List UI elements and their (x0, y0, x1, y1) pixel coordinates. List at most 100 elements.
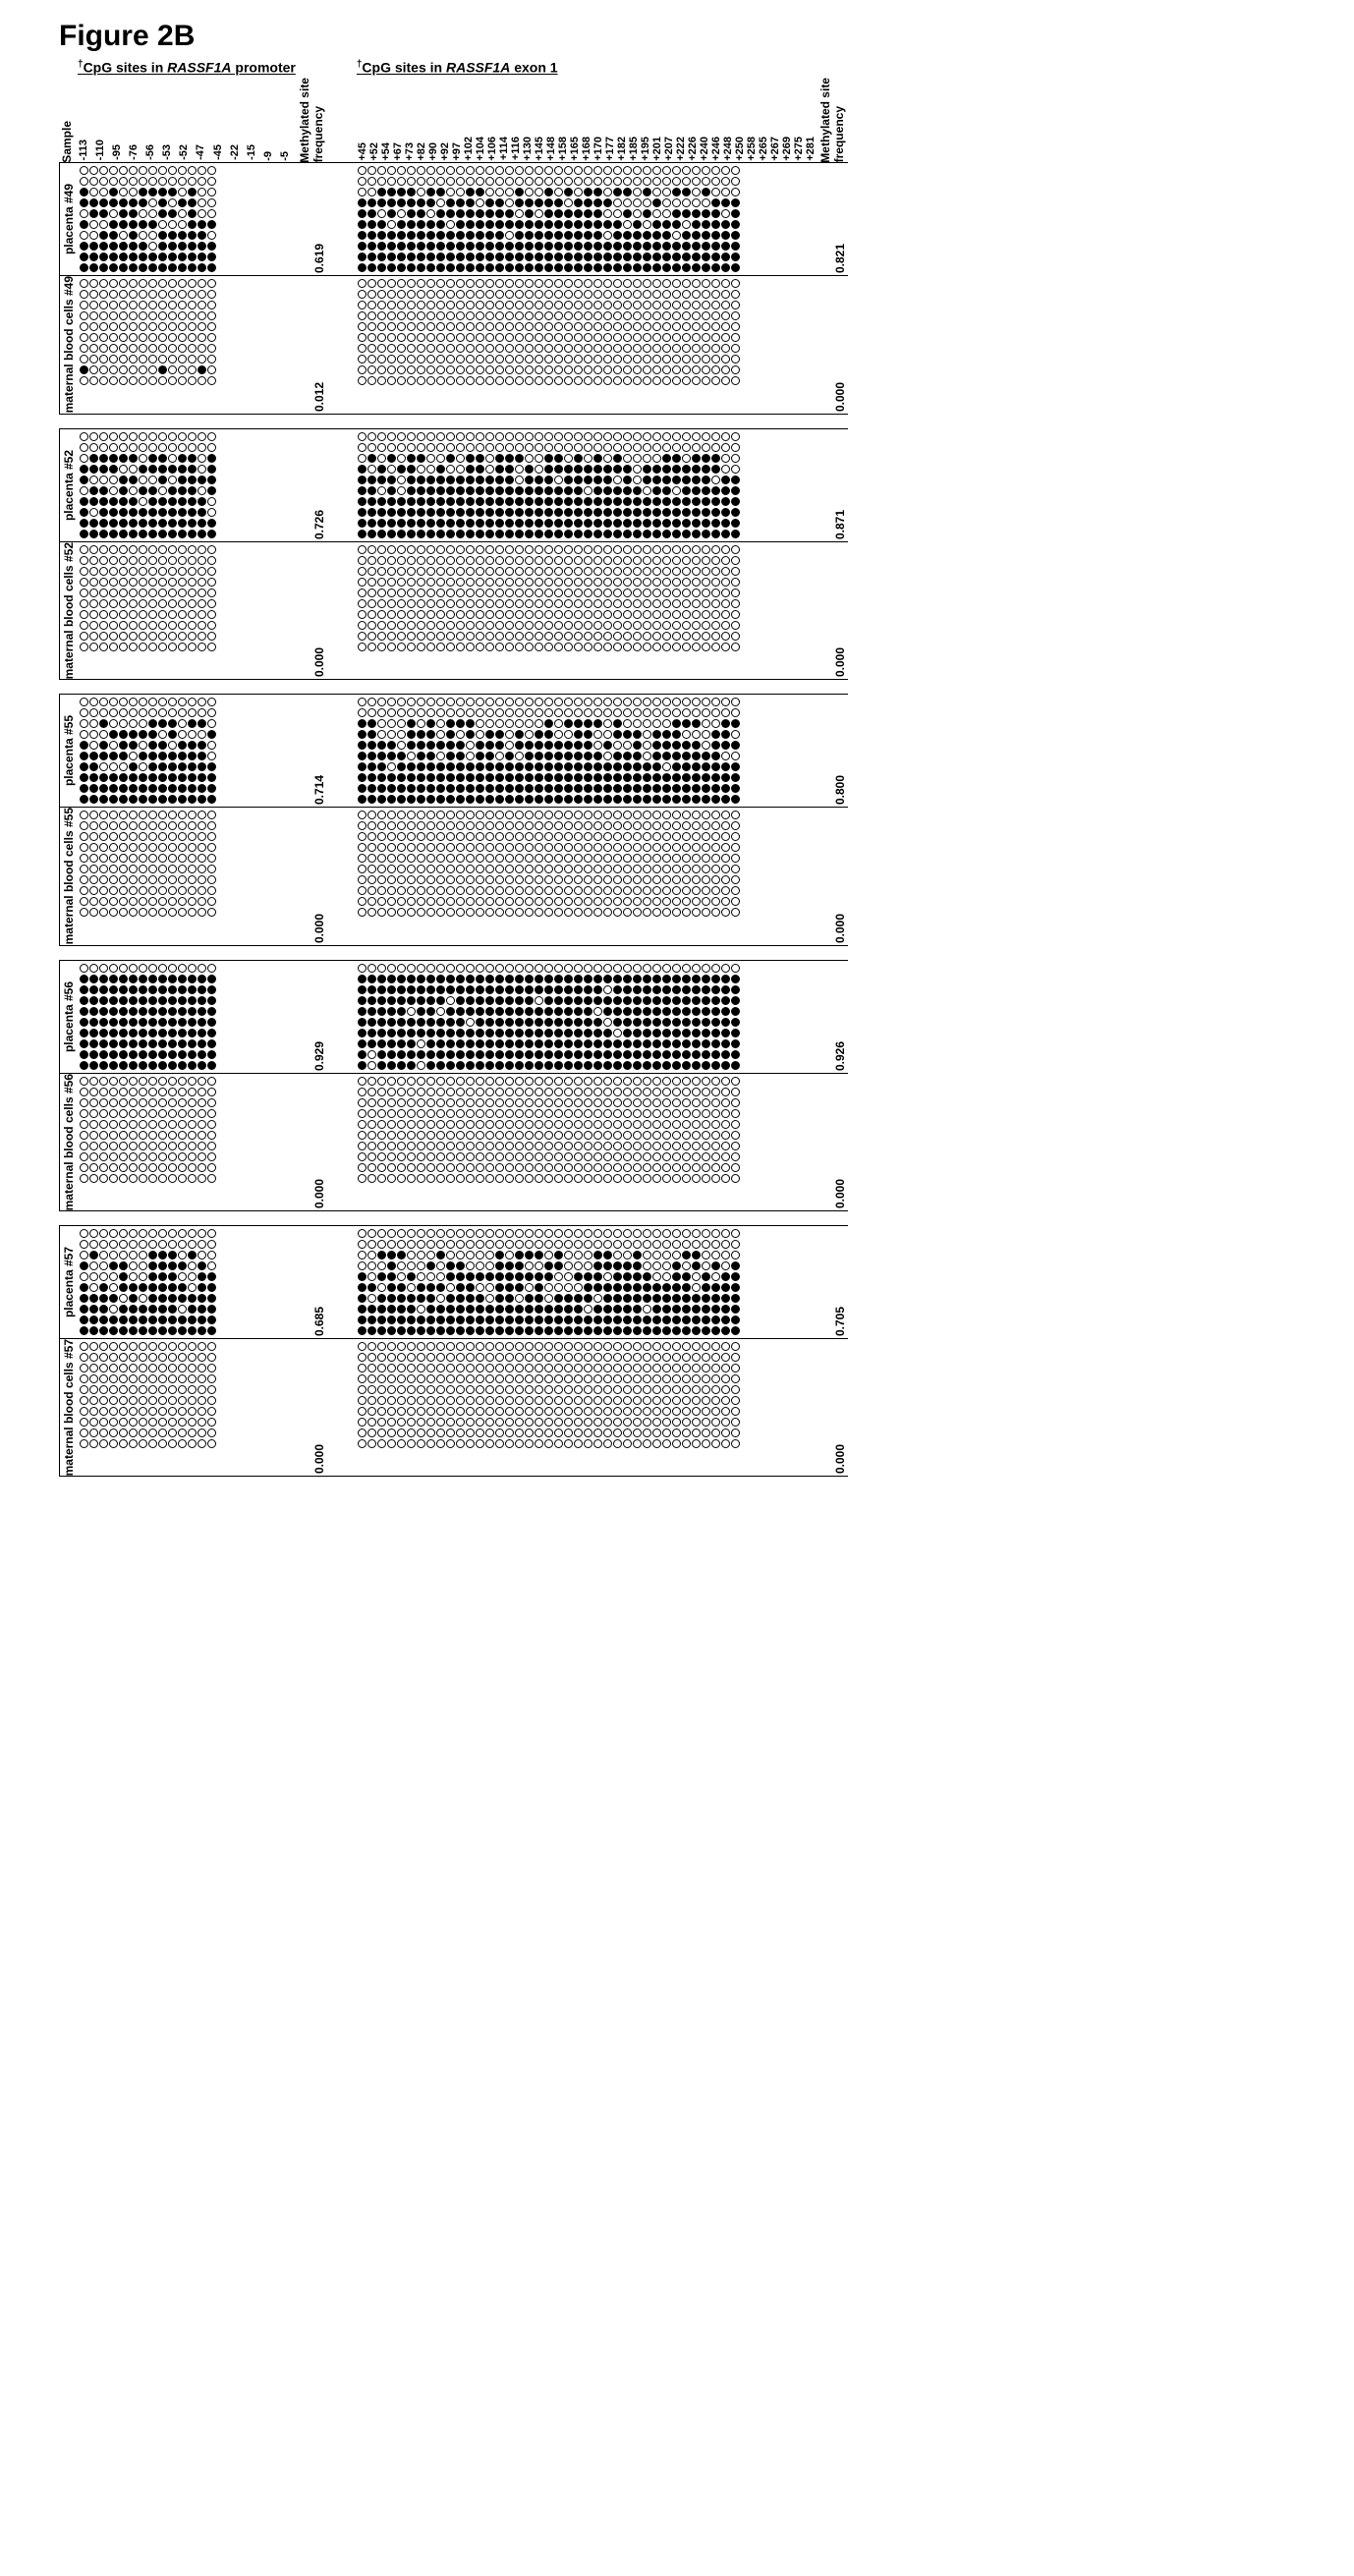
unmethylated-site-icon (158, 355, 167, 364)
methylated-site-icon (148, 985, 157, 994)
unmethylated-site-icon (554, 476, 563, 484)
unmethylated-site-icon (207, 908, 216, 917)
unmethylated-site-icon (367, 279, 376, 288)
methylated-site-icon (417, 985, 425, 994)
methylated-site-icon (358, 209, 367, 218)
methylated-site-icon (476, 1007, 484, 1016)
unmethylated-site-icon (456, 1131, 465, 1140)
unmethylated-site-icon (158, 1120, 167, 1129)
cpg-position-label: +207 (663, 135, 675, 163)
methylated-site-icon (129, 1316, 138, 1324)
unmethylated-site-icon (495, 1240, 504, 1249)
unmethylated-site-icon (377, 1109, 386, 1118)
unmethylated-site-icon (662, 811, 671, 819)
methylated-site-icon (564, 1061, 573, 1070)
unmethylated-site-icon (456, 311, 465, 320)
unmethylated-site-icon (129, 1098, 138, 1107)
methylated-site-icon (387, 1294, 396, 1303)
methylated-site-icon (139, 975, 147, 983)
unmethylated-site-icon (682, 897, 691, 906)
methylated-site-icon (731, 252, 740, 261)
unmethylated-site-icon (139, 875, 147, 884)
unmethylated-site-icon (99, 1272, 108, 1281)
methylated-site-icon (139, 188, 147, 196)
unmethylated-site-icon (721, 355, 730, 364)
unmethylated-site-icon (407, 610, 416, 619)
methylated-site-icon (358, 220, 367, 229)
unmethylated-site-icon (476, 556, 484, 565)
unmethylated-site-icon (80, 1163, 88, 1172)
unmethylated-site-icon (466, 1229, 475, 1238)
methylated-site-icon (476, 476, 484, 484)
unmethylated-site-icon (168, 476, 177, 484)
unmethylated-site-icon (377, 897, 386, 906)
methylated-site-icon (119, 497, 128, 506)
unmethylated-site-icon (476, 1109, 484, 1118)
unmethylated-site-icon (652, 908, 661, 917)
unmethylated-site-icon (178, 177, 187, 186)
unmethylated-site-icon (407, 908, 416, 917)
unmethylated-site-icon (544, 854, 553, 863)
unmethylated-site-icon (426, 599, 435, 608)
methylated-site-icon (387, 231, 396, 240)
methylated-site-icon (426, 741, 435, 750)
methylated-site-icon (139, 985, 147, 994)
methylated-site-icon (417, 795, 425, 804)
methylated-site-icon (158, 1251, 167, 1260)
unmethylated-site-icon (613, 908, 622, 917)
unmethylated-site-icon (633, 454, 642, 463)
unmethylated-site-icon (731, 188, 740, 196)
unmethylated-site-icon (544, 333, 553, 342)
unmethylated-site-icon (603, 1174, 612, 1183)
unmethylated-site-icon (711, 964, 720, 973)
unmethylated-site-icon (139, 1251, 147, 1260)
unmethylated-site-icon (119, 578, 128, 587)
methylated-site-icon (731, 1029, 740, 1037)
methylated-site-icon (633, 1007, 642, 1016)
methylated-site-icon (168, 1326, 177, 1335)
unmethylated-site-icon (417, 1142, 425, 1150)
unmethylated-site-icon (535, 279, 543, 288)
unmethylated-site-icon (505, 964, 514, 973)
methylated-site-icon (358, 719, 367, 728)
unmethylated-site-icon (129, 1109, 138, 1118)
methylated-site-icon (672, 1029, 681, 1037)
methylated-site-icon (119, 198, 128, 207)
unmethylated-site-icon (525, 567, 534, 576)
unmethylated-site-icon (662, 643, 671, 651)
methylated-site-icon (593, 231, 602, 240)
unmethylated-site-icon (426, 311, 435, 320)
unmethylated-site-icon (109, 599, 118, 608)
unmethylated-site-icon (456, 333, 465, 342)
methylated-site-icon (485, 220, 494, 229)
unmethylated-site-icon (574, 556, 583, 565)
cpg-position-label: -56 (144, 142, 156, 162)
methylated-site-icon (139, 1050, 147, 1059)
methylated-site-icon (436, 1305, 445, 1314)
unmethylated-site-icon (603, 610, 612, 619)
unmethylated-site-icon (702, 365, 710, 374)
unmethylated-site-icon (446, 1229, 455, 1238)
unmethylated-site-icon (168, 290, 177, 299)
methylated-site-icon (505, 220, 514, 229)
unmethylated-site-icon (633, 545, 642, 554)
unmethylated-site-icon (158, 843, 167, 852)
unmethylated-site-icon (574, 698, 583, 706)
methylated-site-icon (702, 486, 710, 495)
methylated-site-icon (377, 975, 386, 983)
unmethylated-site-icon (387, 621, 396, 630)
methylated-site-icon (80, 1007, 88, 1016)
unmethylated-site-icon (109, 832, 118, 841)
methylated-site-icon (544, 242, 553, 251)
methylated-site-icon (652, 242, 661, 251)
unmethylated-site-icon (436, 599, 445, 608)
methylation-row (358, 974, 816, 984)
unmethylated-site-icon (643, 1088, 651, 1096)
methylated-site-icon (407, 741, 416, 750)
unmethylated-site-icon (593, 1229, 602, 1238)
methylated-site-icon (178, 530, 187, 538)
cpg-position-label: +258 (746, 135, 758, 163)
unmethylated-site-icon (652, 567, 661, 576)
unmethylated-site-icon (119, 1088, 128, 1096)
unmethylated-site-icon (99, 643, 108, 651)
